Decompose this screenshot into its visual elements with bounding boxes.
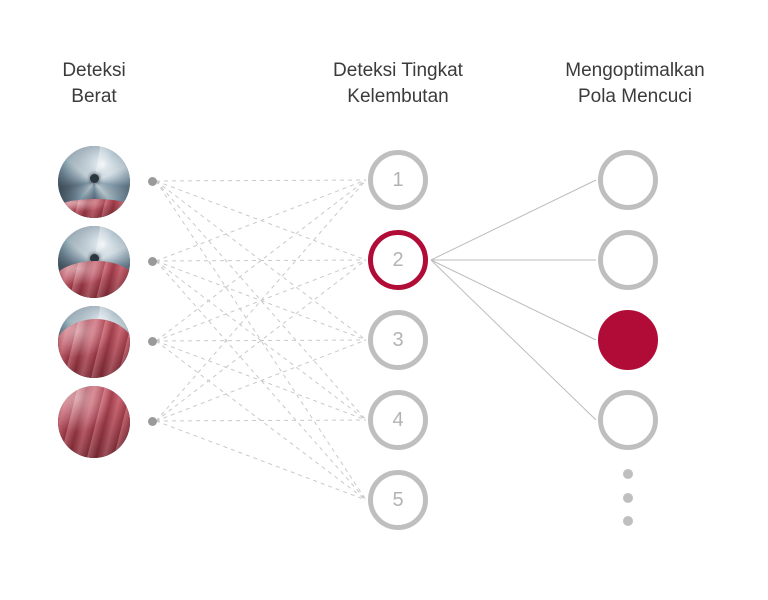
edge-input-2-to-softness-2 <box>155 259 367 262</box>
edge-input-2-to-softness-5 <box>155 260 367 501</box>
wash-pattern-node-4[interactable] <box>598 390 658 450</box>
edge-input-1-to-softness-1 <box>155 179 367 182</box>
fabric-load-fill <box>58 318 130 378</box>
edge-input-4-to-softness-4 <box>155 419 367 422</box>
softness-node-2[interactable]: 2 <box>368 230 428 290</box>
softness-node-3[interactable]: 3 <box>368 310 428 370</box>
softness-node-4[interactable]: 4 <box>368 390 428 450</box>
output-ellipsis-dot-3 <box>623 516 633 526</box>
fabric-load-fill <box>58 386 130 458</box>
edge-input-4-to-softness-3 <box>155 339 367 422</box>
softness-node-1-label: 1 <box>392 169 404 191</box>
output-ellipsis-dot-1 <box>623 469 633 479</box>
edge-input-2-to-softness-1 <box>155 179 367 262</box>
laundry-thumbnail-4[interactable] <box>58 386 130 458</box>
edges-hidden-to-output <box>430 179 597 421</box>
softness-node-4-label: 4 <box>392 409 404 431</box>
wash-pattern-node-2[interactable] <box>598 230 658 290</box>
edges-input-to-hidden <box>155 179 367 501</box>
softness-node-5[interactable]: 5 <box>368 470 428 530</box>
input-source-dot-1 <box>147 176 157 186</box>
laundry-thumbnail-2[interactable] <box>58 226 130 298</box>
edge-input-1-to-softness-4 <box>155 180 367 421</box>
edge-input-3-to-softness-2 <box>155 259 367 342</box>
fabric-load-fill <box>58 260 130 298</box>
input-source-dot-2 <box>147 256 157 266</box>
wash-pattern-node-1[interactable] <box>598 150 658 210</box>
softness-node-1[interactable]: 1 <box>368 150 428 210</box>
laundry-thumbnail-3[interactable] <box>58 306 130 378</box>
column-title-weight-detection: Deteksi Berat <box>62 60 126 107</box>
laundry-thumbnail-1[interactable] <box>58 146 130 218</box>
fabric-load-fill <box>58 199 130 218</box>
softness-node-2-label: 2 <box>392 249 404 271</box>
edge-input-4-to-softness-5 <box>155 420 367 501</box>
edge-softness-2-to-wash-pattern-4 <box>430 259 597 421</box>
column-title-softness-detection: Deteksi Tingkat Kelembutan <box>333 60 463 107</box>
edge-input-4-to-softness-1 <box>155 179 367 422</box>
edge-softness-2-to-wash-pattern-3 <box>430 259 597 341</box>
edge-input-3-to-softness-3 <box>155 339 367 342</box>
column-title-wash-pattern-optimization: Mengoptimalkan Pola Mencuci <box>565 60 705 107</box>
output-ellipsis-dot-2 <box>623 493 633 503</box>
wash-pattern-node-3[interactable] <box>598 310 658 370</box>
softness-node-3-label: 3 <box>392 329 404 351</box>
input-source-dot-3 <box>147 336 157 346</box>
input-source-dot-4 <box>147 416 157 426</box>
edge-softness-2-to-wash-pattern-1 <box>430 179 597 261</box>
softness-node-5-label: 5 <box>392 489 404 511</box>
